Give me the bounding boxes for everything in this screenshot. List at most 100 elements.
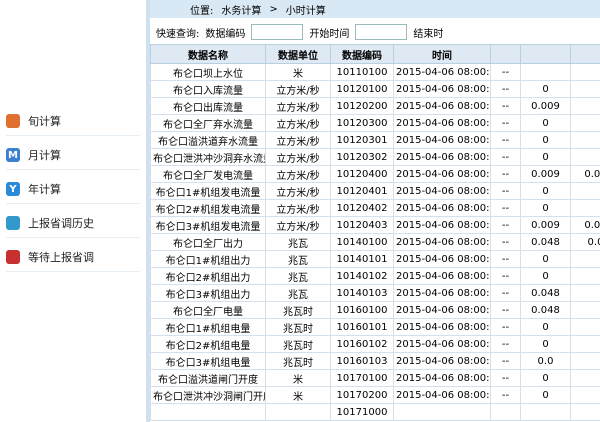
cell-time: 2015-04-06 08:00:00 [393,233,491,251]
cell-c7 [570,386,600,404]
cell-c6: 0 [520,80,571,98]
cell-c5: -- [490,114,521,132]
start-input[interactable] [355,24,408,40]
cell-name: 布仑口2#机组出力 [150,267,266,285]
cell-code: 10120302 [330,148,394,166]
cell-unit: 立方米/秒 [265,182,331,200]
cell-name: 布仑口出库流量 [150,97,266,115]
cell-c5: -- [490,352,521,370]
cell-code: 10140100 [330,233,394,251]
cell-time: 2015-04-06 08:00:00 [393,369,491,387]
cell-name: 布仑口1#机组出力 [150,250,266,268]
cell-unit: 立方米/秒 [265,148,331,166]
cell-name: 布仑口3#机组出力 [150,284,266,302]
menu-item[interactable]: 等待上报省调 [6,243,140,272]
code-label: 数据编码 [205,28,246,40]
cell-time: 2015-04-06 08:00:00 [393,182,491,200]
cell-c6: 0.048 [520,233,571,251]
menu-item[interactable]: 上报省调历史 [6,209,140,238]
sidebar: 旬计算 M 月计算 Y 年计算上报省调历史 等待上报省调 [0,0,150,422]
cell-c5: -- [490,63,521,81]
cell-code: 10170100 [330,369,394,387]
cell-code: 10120400 [330,165,394,183]
cell-unit: 兆瓦 [265,284,331,302]
cell-code: 10160103 [330,352,394,370]
cell-c7 [570,114,600,132]
menu-label: 年计算 [28,183,61,196]
cell-c5: -- [490,267,521,285]
cell-unit: 米 [265,386,331,404]
cell-time: 2015-04-06 08:00:00 [393,335,491,353]
cell-c7: 0.00 [570,165,600,183]
cell-unit [265,403,331,421]
crumb-item[interactable]: 水务计算 [221,5,262,17]
cell-unit: 立方米/秒 [265,131,331,149]
crumb-item[interactable]: 小时计算 [285,5,326,17]
crumb-sep: > [269,3,278,15]
cell-c6: 0 [520,182,571,200]
column-header: 时间 [393,44,491,64]
cell-unit: 米 [265,369,331,387]
cell-time: 2015-04-06 08:00:00 [393,352,491,370]
cell-c5: -- [490,80,521,98]
cell-c6: 0 [520,318,571,336]
cell-c6: 0.048 [520,284,571,302]
code-input[interactable] [251,24,304,40]
cell-name: 布仑口全厂电量 [150,301,266,319]
cell-name: 布仑口全厂弃水流量 [150,114,266,132]
cell-c7 [570,284,600,302]
cell-c7 [570,131,600,149]
cell-c5: -- [490,182,521,200]
query-title: 快速查询: [156,28,200,40]
cell-c5: -- [490,369,521,387]
cell-name: 布仑口泄洪冲沙洞闸门开度 [150,386,266,404]
cell-time: 2015-04-06 08:00:00 [393,267,491,285]
cell-name: 布仑口3#机组发电流量 [150,216,266,234]
cell-name: 布仑口2#机组发电流量 [150,199,266,217]
cell-c6: 0.009 [520,216,571,234]
menu-item[interactable]: Y 年计算 [6,175,140,204]
column-header [490,44,521,64]
cell-unit: 立方米/秒 [265,80,331,98]
menu-item[interactable]: M 月计算 [6,141,140,170]
cell-name: 布仑口坝上水位 [150,63,266,81]
cell-time: 2015-04-06 08:00:00 [393,165,491,183]
cell-c7: 0.0 [570,233,600,251]
menu-item[interactable]: 旬计算 [6,107,140,136]
cell-c5: -- [490,250,521,268]
cell-c5 [490,403,521,421]
cell-time: 2015-04-06 08:00:00 [393,148,491,166]
cell-name: 布仑口3#机组电量 [150,352,266,370]
cell-c7 [570,97,600,115]
column-header [520,44,571,64]
table-row: 10171000 [150,403,600,421]
cell-name: 布仑口溢洪道弃水流量 [150,131,266,149]
cell-c7 [570,318,600,336]
cell-c6: 0 [520,199,571,217]
cell-c7 [570,80,600,98]
cell-unit: 兆瓦时 [265,318,331,336]
cell-c5: -- [490,301,521,319]
cell-c7 [570,148,600,166]
cell-code: 10120402 [330,199,394,217]
cell-name [150,403,266,421]
cell-c6: 0.009 [520,165,571,183]
cell-unit: 兆瓦时 [265,301,331,319]
cell-time: 2015-04-06 08:00:00 [393,63,491,81]
cell-name: 布仑口全厂发电流量 [150,165,266,183]
cell-unit: 立方米/秒 [265,216,331,234]
start-label: 开始时间 [309,28,350,40]
cell-name: 布仑口溢洪道闸门开度 [150,369,266,387]
cell-c6: 0.0 [520,352,571,370]
cell-unit: 兆瓦 [265,233,331,251]
cell-code: 10120401 [330,182,394,200]
cell-code: 10160100 [330,301,394,319]
cell-time [393,403,491,421]
